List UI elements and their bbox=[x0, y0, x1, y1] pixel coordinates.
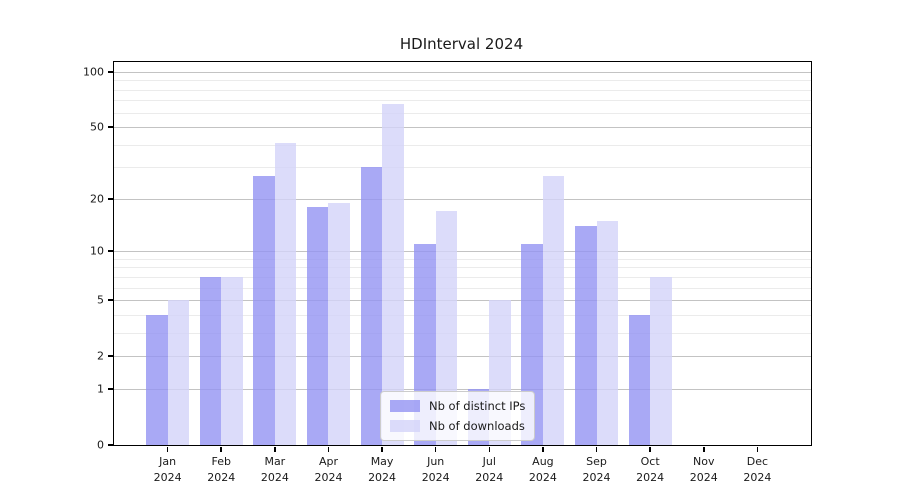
bar-downloads bbox=[650, 276, 672, 445]
bar-downloads bbox=[221, 276, 243, 445]
minor-gridline bbox=[114, 144, 811, 146]
x-tick-label: May 2024 bbox=[368, 455, 397, 484]
legend-row: Nb of downloads bbox=[390, 419, 525, 433]
x-tick-label: Dec 2024 bbox=[743, 455, 772, 484]
bar-downloads bbox=[274, 142, 297, 445]
x-tick-label: Jan 2024 bbox=[153, 455, 182, 484]
major-gridline bbox=[114, 198, 811, 200]
minor-gridline bbox=[114, 276, 811, 278]
x-tick-mark bbox=[649, 446, 651, 452]
legend-swatch bbox=[390, 400, 420, 412]
y-tick-label: 1 bbox=[97, 382, 104, 396]
chart-title: HDInterval 2024 bbox=[399, 35, 524, 53]
y-tick-label: 20 bbox=[90, 192, 104, 206]
x-tick-mark bbox=[327, 446, 330, 452]
minor-gridline bbox=[114, 89, 811, 91]
minor-gridline bbox=[114, 314, 811, 316]
y-tick-label: 50 bbox=[90, 120, 104, 134]
y-tick-label: 10 bbox=[90, 244, 104, 258]
x-tick-label: Sep 2024 bbox=[582, 455, 611, 484]
minor-gridline bbox=[114, 100, 811, 102]
x-tick-label: Apr 2024 bbox=[314, 455, 343, 484]
y-tick-mark bbox=[107, 126, 113, 128]
legend: Nb of distinct IPs Nb of downloads bbox=[380, 391, 536, 441]
plot-area: 0 1 2 5 10 20 50 100 Jan 2024 Feb 2024 Mar 2024 Ap… bbox=[83, 61, 812, 484]
bar-distinct-ips bbox=[307, 206, 329, 445]
bar-downloads bbox=[435, 211, 458, 445]
bar-distinct-ips bbox=[575, 226, 597, 445]
y-tick-mark bbox=[107, 71, 113, 73]
legend-row: Nb of distinct IPs bbox=[390, 399, 525, 413]
bar-downloads bbox=[167, 300, 190, 445]
major-gridline bbox=[114, 127, 811, 129]
y-tick-label: 5 bbox=[97, 293, 104, 307]
bar-distinct-ips bbox=[146, 314, 168, 445]
y-tick-mark bbox=[107, 388, 113, 390]
y-tick-label: 0 bbox=[97, 438, 104, 452]
x-tick-label: Nov 2024 bbox=[689, 455, 718, 484]
x-tick-mark bbox=[434, 446, 437, 452]
legend-label: Nb of downloads bbox=[429, 419, 525, 433]
bar-downloads bbox=[542, 175, 565, 445]
major-gridline bbox=[114, 251, 811, 253]
x-tick-label: Mar 2024 bbox=[260, 455, 289, 484]
major-gridline bbox=[114, 71, 811, 73]
x-tick-mark bbox=[274, 446, 276, 452]
bar-distinct-ips bbox=[360, 167, 383, 445]
minor-gridline bbox=[114, 167, 811, 169]
minor-gridline bbox=[114, 258, 811, 260]
x-tick-mark bbox=[220, 446, 222, 452]
bar-distinct-ips bbox=[253, 175, 275, 445]
x-tick-mark bbox=[166, 446, 169, 452]
y-tick-mark bbox=[107, 198, 113, 200]
y-tick-mark bbox=[107, 444, 113, 446]
x-tick-label: Oct 2024 bbox=[636, 455, 665, 484]
x-tick-mark bbox=[703, 446, 705, 452]
x-tick-mark bbox=[381, 446, 383, 452]
x-tick-mark bbox=[542, 446, 544, 452]
bar-distinct-ips bbox=[628, 314, 651, 445]
bar-downloads bbox=[596, 220, 618, 445]
x-tick-label: Feb 2024 bbox=[207, 455, 236, 484]
legend-label: Nb of distinct IPs bbox=[429, 399, 526, 413]
y-tick-mark bbox=[107, 355, 113, 357]
legend-swatch bbox=[390, 420, 420, 432]
x-tick-label: Jun 2024 bbox=[421, 455, 450, 484]
minor-gridline bbox=[114, 112, 811, 114]
minor-gridline bbox=[114, 287, 811, 289]
y-tick-mark bbox=[107, 299, 113, 301]
minor-gridline bbox=[114, 332, 811, 334]
major-gridline bbox=[114, 300, 811, 302]
y-tick-mark bbox=[107, 250, 113, 252]
x-tick-mark bbox=[488, 446, 491, 452]
bar-distinct-ips bbox=[199, 276, 222, 445]
x-tick-label: Jul 2024 bbox=[475, 455, 504, 484]
bar-downloads bbox=[328, 202, 350, 445]
x-tick-label: Aug 2024 bbox=[528, 455, 557, 484]
major-gridline bbox=[114, 388, 811, 390]
major-gridline bbox=[114, 356, 811, 358]
bar-downloads bbox=[382, 103, 404, 445]
minor-gridline bbox=[114, 267, 811, 269]
x-tick-mark bbox=[756, 446, 759, 452]
minor-gridline bbox=[114, 80, 811, 82]
y-tick-label: 2 bbox=[97, 349, 104, 363]
y-tick-label: 100 bbox=[83, 65, 104, 79]
x-tick-mark bbox=[595, 446, 598, 452]
